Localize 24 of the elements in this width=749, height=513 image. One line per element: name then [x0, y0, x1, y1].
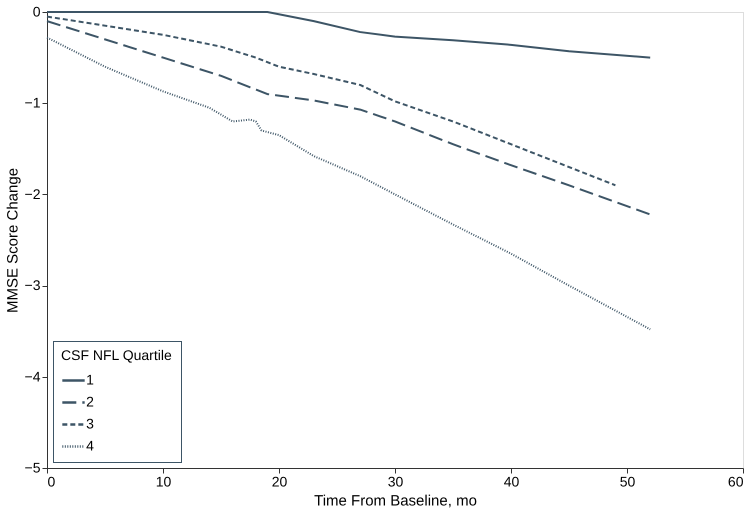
y-tick-label: −4 [24, 368, 41, 384]
legend-label: 4 [86, 438, 94, 454]
y-tick-label: −2 [24, 186, 41, 202]
line-series [46, 36, 652, 330]
x-tick-label: 0 [48, 474, 56, 490]
y-tick-label: 0 [32, 4, 41, 20]
legend-label: 1 [86, 372, 94, 388]
x-tick-label: 50 [620, 474, 636, 490]
legend-title: CSF NFL Quartile [61, 347, 172, 363]
line-series [46, 11, 652, 59]
x-tick-label: 40 [504, 474, 520, 490]
x-tick-label: 60 [728, 474, 744, 490]
line-series [46, 16, 616, 186]
line-series [46, 20, 652, 216]
x-axis-title: Time From Baseline, mo [314, 492, 477, 510]
y-tick-label: −1 [24, 94, 41, 111]
x-tick-label: 20 [272, 474, 288, 490]
x-tick-label: 10 [156, 474, 172, 490]
y-axis-title: MMSE Score Change [4, 168, 22, 314]
y-tick-label: −5 [24, 460, 41, 476]
legend-label: 3 [86, 416, 94, 432]
legend-label: 2 [86, 394, 94, 410]
y-tick-label: −3 [24, 277, 41, 294]
x-tick-label: 30 [388, 474, 404, 490]
